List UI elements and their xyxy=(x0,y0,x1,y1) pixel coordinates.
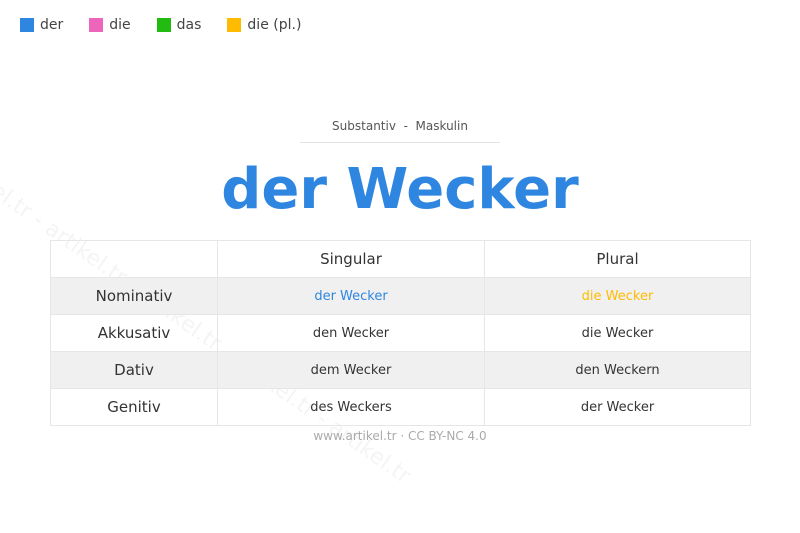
header-plural: Plural xyxy=(484,240,751,278)
legend-label: das xyxy=(176,17,202,33)
table-row: Nominativ der Wecker die Wecker xyxy=(50,277,751,315)
case-label: Akkusativ xyxy=(50,314,218,352)
header-empty xyxy=(50,240,218,278)
header-singular: Singular xyxy=(217,240,485,278)
singular-cell: der Wecker xyxy=(217,277,485,315)
singular-cell: des Weckers xyxy=(217,388,485,426)
case-label: Genitiv xyxy=(50,388,218,426)
plural-cell: der Wecker xyxy=(484,388,751,426)
legend-item-der: der xyxy=(20,17,63,33)
legend-label: der xyxy=(40,17,64,33)
word-type: Substantiv - Maskulin xyxy=(300,119,500,143)
plural-cell: die Wecker xyxy=(484,314,751,352)
case-label: Dativ xyxy=(50,351,218,389)
singular-cell: den Wecker xyxy=(217,314,485,352)
table-row: Genitiv des Weckers der Wecker xyxy=(50,388,751,426)
legend-label: die (pl.) xyxy=(247,17,302,33)
table-row: Dativ dem Wecker den Weckern xyxy=(50,351,751,389)
table-header-row: Singular Plural xyxy=(50,240,751,278)
table-row: Akkusativ den Wecker die Wecker xyxy=(50,314,751,352)
case-label: Nominativ xyxy=(50,277,218,315)
declension-table: Singular Plural Nominativ der Wecker die… xyxy=(50,240,751,426)
singular-cell: dem Wecker xyxy=(217,351,485,389)
gender-legend: der die das die (pl.) xyxy=(20,17,327,33)
plural-cell: die Wecker xyxy=(484,277,751,315)
die-color-swatch xyxy=(89,18,104,32)
legend-item-die: die xyxy=(89,17,131,33)
footer-credit: www.artikel.tr · CC BY-NC 4.0 xyxy=(313,429,487,443)
der-color-swatch xyxy=(20,18,34,32)
das-color-swatch xyxy=(156,18,171,32)
die-plural-color-swatch xyxy=(227,18,242,32)
legend-item-das: das xyxy=(156,17,202,33)
legend-item-die-plural: die (pl.) xyxy=(227,17,301,33)
legend-label: die xyxy=(109,17,131,33)
plural-cell: den Weckern xyxy=(484,351,751,389)
page-title: der Wecker xyxy=(221,157,579,222)
